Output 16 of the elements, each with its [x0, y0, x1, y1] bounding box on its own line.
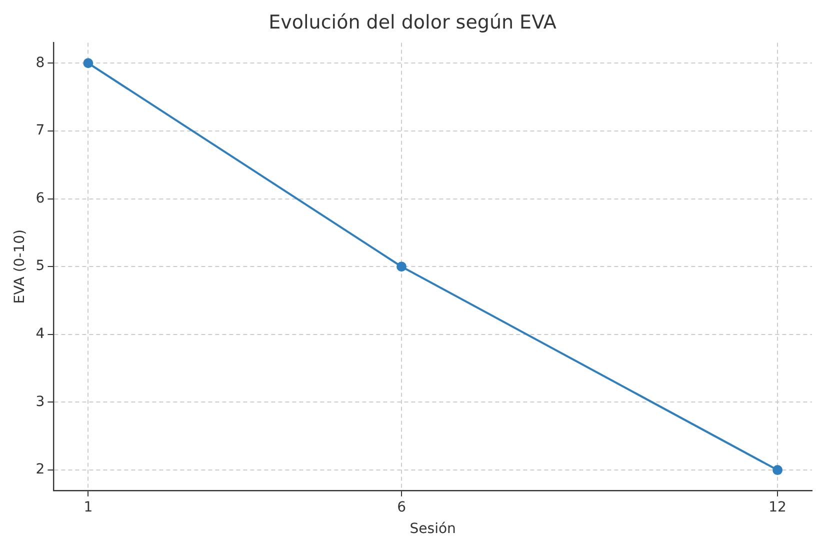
point	[772, 465, 783, 476]
x-tick-label: 12	[768, 499, 786, 516]
x-axis-title: Sesión	[410, 521, 456, 538]
y-tick-label: 6	[36, 190, 45, 206]
chart-title: Evolución del dolor según EVA	[268, 11, 556, 34]
y-axis-title: EVA (0-10)	[12, 229, 28, 304]
y-tick-label: 2	[36, 462, 45, 478]
y-tick-label: 8	[36, 54, 45, 71]
x-tick-label: 6	[397, 499, 406, 516]
point	[396, 262, 407, 272]
y-tick-label: 5	[36, 258, 45, 274]
y-tick-label: 4	[36, 326, 45, 342]
y-tick-label: 3	[36, 394, 45, 410]
y-tick-label: 7	[36, 122, 45, 139]
point	[83, 58, 94, 68]
x-tick-label: 1	[84, 499, 93, 516]
